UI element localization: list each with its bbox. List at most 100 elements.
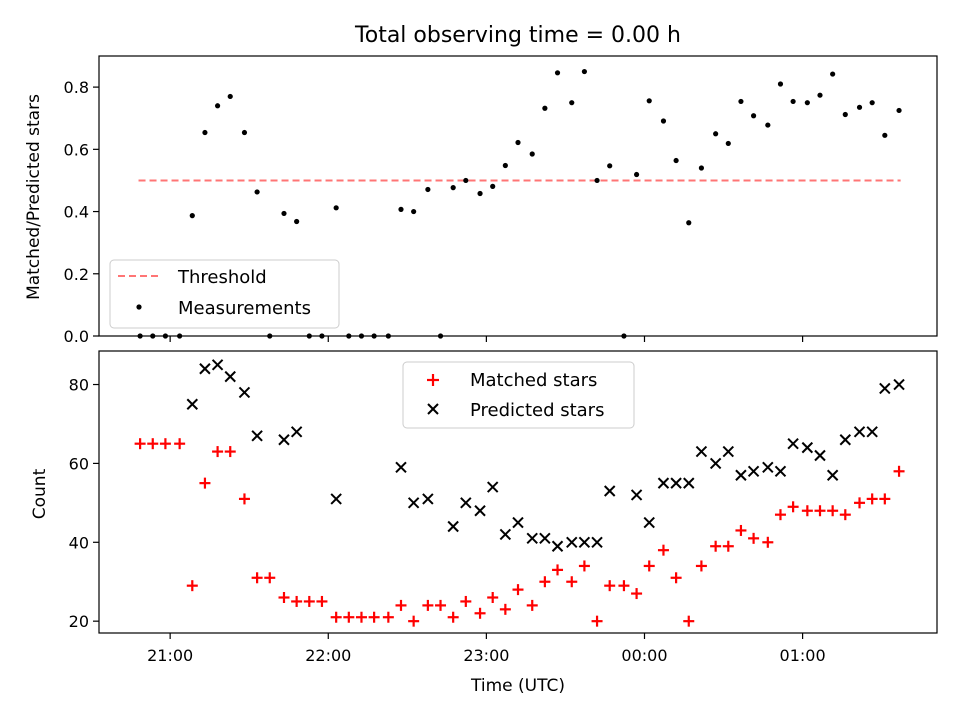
predicted-stars-point bbox=[670, 477, 682, 489]
matched-stars-point bbox=[199, 477, 211, 489]
predicted-stars-point bbox=[238, 386, 251, 399]
predicted-stars-point bbox=[709, 457, 722, 470]
matched-stars-point bbox=[631, 588, 643, 600]
top-plot-area bbox=[137, 68, 902, 339]
predicted-stars-point bbox=[407, 497, 420, 509]
predicted-stars-point bbox=[839, 434, 852, 446]
matched-stars-point bbox=[657, 544, 669, 556]
measurements-point bbox=[804, 100, 810, 106]
matched-stars-point bbox=[893, 465, 905, 477]
predicted-stars-point bbox=[643, 516, 655, 529]
predicted-stars-point bbox=[762, 461, 774, 474]
bottom-x-tick-label: 00:00 bbox=[621, 646, 667, 665]
predicted-stars-point bbox=[460, 497, 472, 509]
measurements-point bbox=[869, 100, 875, 106]
matched-stars-point bbox=[174, 438, 186, 450]
measurements-point bbox=[189, 213, 195, 219]
matched-stars-point bbox=[159, 438, 171, 450]
measurements-point bbox=[738, 98, 744, 105]
matched-stars-point bbox=[539, 576, 551, 588]
bottom-x-tick-label: 23:00 bbox=[463, 646, 509, 665]
bottom-y-tick-label: 40 bbox=[69, 533, 89, 552]
top-y-axis-label: Matched/Predicted stars bbox=[24, 94, 44, 300]
top-axes-frame bbox=[98, 55, 938, 337]
bottom-plot-area bbox=[134, 359, 905, 627]
matched-stars-point bbox=[303, 595, 315, 607]
matched-stars-point bbox=[591, 615, 603, 627]
matched-stars-point bbox=[395, 599, 407, 611]
measurements-point bbox=[554, 70, 561, 76]
matched-stars-point bbox=[735, 524, 747, 536]
measurements-point bbox=[477, 190, 483, 197]
matched-stars-point bbox=[264, 572, 276, 584]
bottom-legend-box bbox=[402, 361, 635, 429]
bottom-x-tick-label: 22:00 bbox=[305, 646, 351, 665]
matched-stars-point bbox=[618, 580, 630, 592]
matched-stars-point bbox=[238, 493, 250, 505]
predicted-stars-point bbox=[551, 540, 564, 552]
top-y-axis-ticks: 0.0 0.2 0.4 0.6 0.8 bbox=[64, 78, 99, 346]
matched-stars-point bbox=[552, 564, 564, 576]
predicted-stars-point bbox=[774, 465, 787, 478]
matched-stars-point bbox=[186, 580, 198, 592]
predicted-stars-point bbox=[199, 363, 211, 375]
measurements-point bbox=[594, 177, 600, 184]
measurements-point bbox=[830, 71, 836, 77]
matched-stars-point bbox=[212, 446, 224, 458]
top-y-tick-label: 0.2 bbox=[64, 265, 89, 284]
matched-stars-point bbox=[839, 509, 851, 521]
matched-stars-point bbox=[879, 493, 891, 505]
matched-stars-point bbox=[787, 501, 799, 513]
bottom-y-axis-ticks: 20 40 60 80 bbox=[69, 376, 99, 631]
matched-stars-point bbox=[251, 572, 263, 584]
measurements-point bbox=[673, 157, 679, 164]
measurements-point bbox=[882, 132, 888, 138]
predicted-stars-point bbox=[211, 359, 224, 371]
predicted-stars-point bbox=[826, 469, 839, 481]
predicted-stars-point bbox=[893, 378, 905, 391]
matched-stars-point bbox=[670, 572, 682, 584]
measurements-point bbox=[281, 210, 287, 217]
matched-stars-point bbox=[722, 540, 734, 552]
predicted-stars-point bbox=[290, 426, 303, 438]
matched-stars-point bbox=[422, 599, 434, 611]
predicted-stars-point bbox=[801, 441, 814, 454]
top-legend: Threshold Measurements bbox=[109, 259, 340, 329]
matched-stars-point bbox=[578, 560, 590, 572]
predicted-stars-point bbox=[814, 449, 826, 462]
matched-stars-point bbox=[382, 611, 394, 623]
measurements-point bbox=[463, 177, 469, 184]
predicted-stars-point bbox=[422, 493, 434, 505]
top-legend-box bbox=[109, 259, 340, 329]
measurements-point bbox=[817, 92, 823, 98]
bottom-y-axis-label: Count bbox=[30, 468, 50, 519]
matched-legend-swatch bbox=[427, 374, 439, 386]
measurements-point bbox=[896, 107, 902, 114]
measurements-point bbox=[856, 104, 863, 110]
matched-stars-point bbox=[316, 595, 328, 607]
matched-stars-point bbox=[566, 576, 578, 588]
legend-label-threshold: Threshold bbox=[177, 267, 267, 288]
measurements-point bbox=[202, 129, 208, 136]
predicted-stars-point bbox=[735, 469, 747, 481]
matched-stars-point bbox=[695, 560, 707, 572]
predicted-stars-point bbox=[603, 485, 616, 497]
matched-stars-point bbox=[526, 599, 538, 611]
predicted-stars-point bbox=[395, 461, 407, 474]
measurements-point bbox=[529, 151, 535, 157]
predicted-stars-point bbox=[278, 434, 290, 446]
predicted-stars-point bbox=[787, 437, 799, 450]
matched-stars-point bbox=[408, 615, 420, 627]
measurements-point bbox=[765, 122, 771, 128]
predicted-stars-point bbox=[591, 536, 603, 548]
predicted-stars-point bbox=[486, 481, 499, 493]
predicted-stars-point bbox=[578, 536, 591, 548]
measurements-point bbox=[214, 103, 221, 109]
predicted-stars-point bbox=[539, 532, 551, 545]
measurements-point bbox=[842, 111, 848, 118]
bottom-axes-frame bbox=[98, 350, 938, 634]
matched-stars-point bbox=[762, 536, 774, 548]
matched-stars-point bbox=[487, 592, 499, 604]
matched-stars-point bbox=[224, 446, 236, 458]
predicted-stars-point bbox=[683, 477, 695, 489]
